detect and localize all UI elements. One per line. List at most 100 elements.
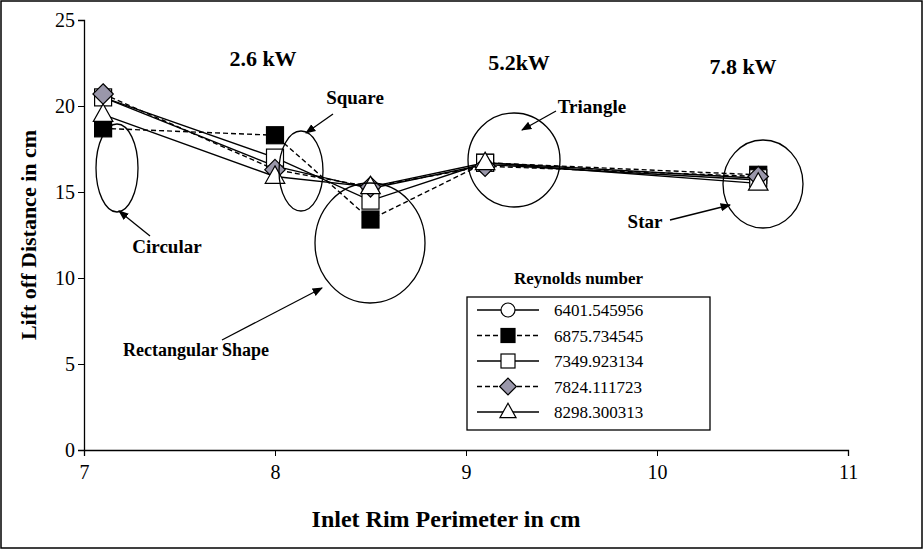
arrow xyxy=(119,211,150,236)
highlight-ellipse xyxy=(468,113,560,207)
annotation: Square xyxy=(326,87,384,108)
legend-label: 6875.734545 xyxy=(554,327,643,346)
arrow xyxy=(522,111,556,130)
marker xyxy=(362,211,379,228)
tick-label: 10 xyxy=(648,461,668,483)
tick-label: 25 xyxy=(55,9,75,31)
arrow xyxy=(306,114,333,133)
marker xyxy=(475,152,495,169)
marker xyxy=(267,127,284,144)
axis-line xyxy=(78,21,85,451)
plot: 7 8 9 10 11 0 5 10 15 20 25 xyxy=(55,9,858,483)
marker xyxy=(475,152,495,169)
tick: 9 xyxy=(462,450,472,483)
tick: 20 xyxy=(55,95,84,117)
marker xyxy=(361,176,381,193)
legend-label: 7824.111723 xyxy=(554,378,642,397)
tick: 8 xyxy=(271,450,281,483)
chart: 7 8 9 10 11 0 5 10 15 20 25 Inlet Rim Perimeter in … xyxy=(0,0,923,549)
tick-mark xyxy=(78,278,84,279)
tick: 0 xyxy=(65,439,84,461)
tick-mark xyxy=(848,450,849,456)
marker xyxy=(748,173,768,190)
tick: 10 xyxy=(648,450,668,483)
tick-mark xyxy=(78,450,84,451)
series-line xyxy=(103,94,758,187)
annotation: Triangle xyxy=(558,96,626,117)
tick-label: 10 xyxy=(55,267,75,289)
x-axis-title: Inlet Rim Perimeter in cm xyxy=(312,506,581,532)
x-axis: 7 8 9 10 11 xyxy=(80,450,859,483)
series-line xyxy=(103,115,758,187)
annotation: Star xyxy=(628,211,663,232)
tick: 7 xyxy=(80,450,90,483)
legend-title: Reynolds number xyxy=(514,269,643,288)
legend-marker xyxy=(501,303,515,317)
highlight-ellipse xyxy=(723,140,803,228)
annotation: 7.8 kW xyxy=(709,54,776,79)
annotation: Rectangular Shape xyxy=(123,340,269,360)
tick-mark xyxy=(78,192,84,193)
marker xyxy=(360,177,380,197)
arrow xyxy=(222,288,322,340)
tick: 5 xyxy=(65,353,84,375)
tick-label: 15 xyxy=(55,181,75,203)
legend-marker xyxy=(501,303,515,317)
tick-mark xyxy=(78,20,84,21)
annotation: Circular xyxy=(132,236,202,257)
marker xyxy=(748,173,768,190)
axis-line xyxy=(85,451,849,457)
tick: 11 xyxy=(839,450,858,483)
tick-label: 8 xyxy=(271,461,281,483)
marker xyxy=(93,84,113,104)
tick-mark xyxy=(78,364,84,365)
legend-marker xyxy=(500,403,516,417)
highlight-ellipse xyxy=(315,183,425,303)
marker xyxy=(265,166,285,183)
legend-marker xyxy=(500,378,517,395)
legend-label: 6401.545956 xyxy=(554,301,643,320)
tick-label: 11 xyxy=(839,461,858,483)
tick-label: 9 xyxy=(462,461,472,483)
tick-label: 20 xyxy=(55,95,75,117)
tick-mark xyxy=(466,450,467,456)
tick-label: 7 xyxy=(80,461,90,483)
legend-box xyxy=(467,297,710,430)
marker xyxy=(360,177,380,197)
outer-frame xyxy=(1,1,922,548)
marker xyxy=(267,127,284,144)
legend-marker xyxy=(500,403,516,417)
marker xyxy=(362,211,379,228)
tick: 15 xyxy=(55,181,84,203)
annotation: 5.2kW xyxy=(488,50,550,75)
arrow xyxy=(670,205,730,220)
tick-mark xyxy=(657,450,658,456)
legend-label: 7349.923134 xyxy=(554,352,644,371)
tick: 25 xyxy=(55,9,84,31)
legend-marker xyxy=(501,329,515,343)
y-axis-title: Lift off Distance in cm xyxy=(16,130,41,340)
series-line xyxy=(103,97,758,188)
legend-label: 8298.300313 xyxy=(554,403,643,422)
tick-mark xyxy=(275,450,276,456)
highlight-ellipse xyxy=(279,131,323,211)
legend-marker xyxy=(501,329,515,343)
legend-marker xyxy=(501,354,515,368)
marker xyxy=(265,166,285,183)
series-line xyxy=(103,97,758,200)
tick-label: 5 xyxy=(65,353,75,375)
legend: Reynolds number 6401.545956 6875.734545 734… xyxy=(467,269,710,430)
marker xyxy=(361,176,381,193)
marker xyxy=(93,84,113,104)
annotation: 2.6 kW xyxy=(229,46,296,71)
legend-marker xyxy=(501,354,515,368)
legend-marker xyxy=(500,378,517,395)
marker xyxy=(93,104,113,121)
tick-mark xyxy=(78,106,84,107)
tick-label: 0 xyxy=(65,439,75,461)
highlight-ellipse xyxy=(96,124,138,212)
data xyxy=(93,84,769,228)
tick: 10 xyxy=(55,267,84,289)
y-axis: 0 5 10 15 20 25 xyxy=(55,9,85,461)
marker xyxy=(93,104,113,121)
